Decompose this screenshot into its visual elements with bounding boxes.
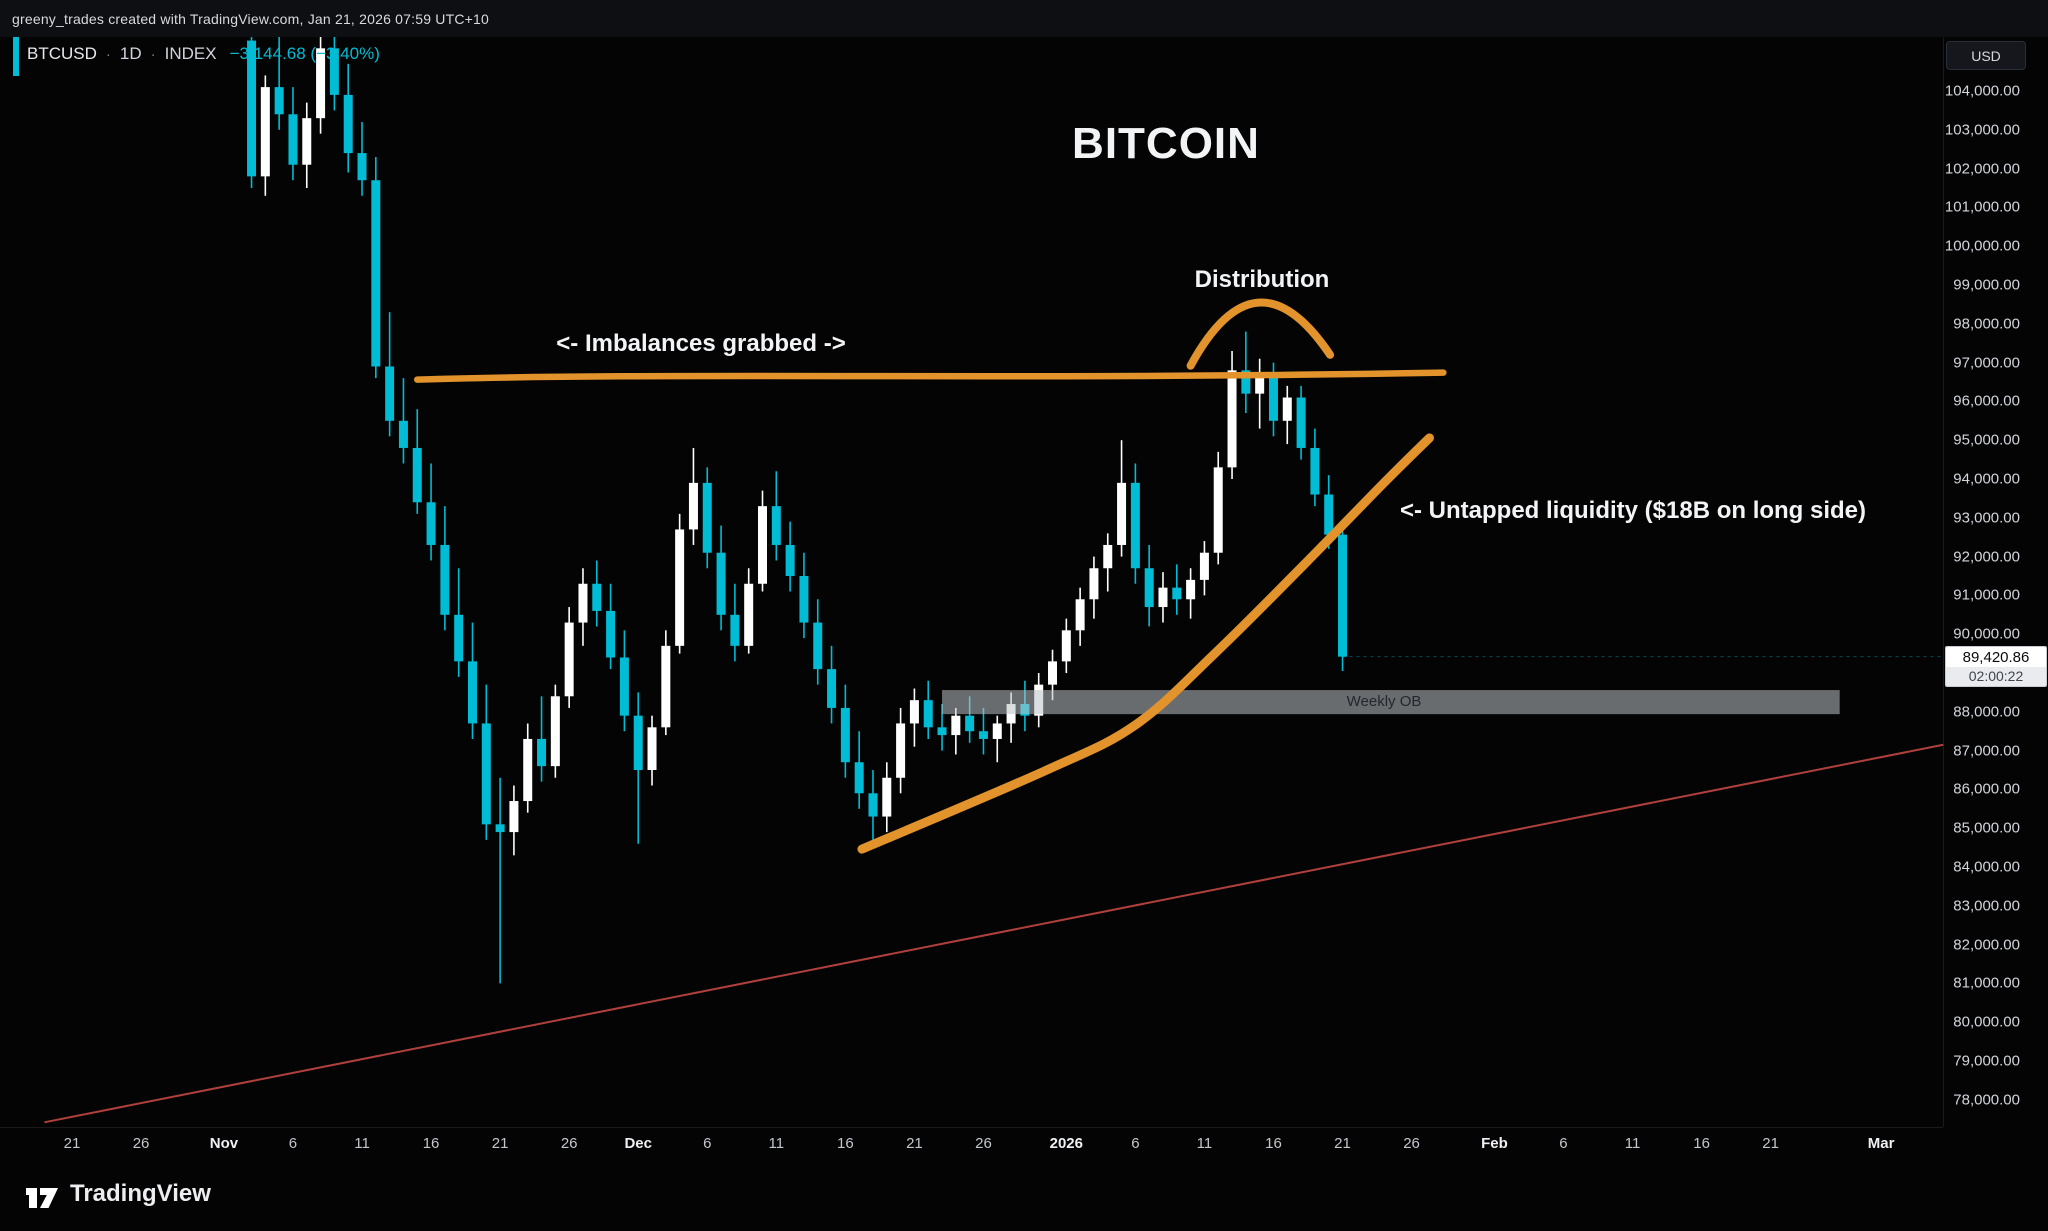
- time-tick-label: Dec: [624, 1135, 652, 1152]
- price-tick-label: 94,000.00: [1953, 470, 2020, 488]
- price-tick-label: 101,000.00: [1944, 198, 2020, 216]
- time-tick-label: 6: [1559, 1135, 1568, 1152]
- time-tick-label: 16: [422, 1135, 440, 1152]
- distribution-annotation[interactable]: Distribution: [1194, 266, 1330, 293]
- time-tick-label: 11: [1196, 1135, 1213, 1152]
- price-tick-label: 78,000.00: [1953, 1091, 2020, 1109]
- bitcoin-title-annotation[interactable]: BITCOIN: [1072, 119, 1260, 168]
- price-tick-label: 91,000.00: [1953, 586, 2020, 604]
- time-tick-label: 16: [837, 1135, 854, 1152]
- time-tick-label: 26: [1403, 1135, 1420, 1152]
- price-change-label: −3,144.68 (−3.40%): [229, 44, 380, 63]
- weekly-ob-band[interactable]: [942, 690, 1840, 715]
- time-tick-label: 11: [1624, 1135, 1641, 1152]
- price-tick-label: 85,000.00: [1953, 819, 2020, 837]
- time-tick-label: 21: [63, 1135, 81, 1152]
- liquidity-trendline-drawing[interactable]: [857, 433, 1435, 854]
- price-tick-label: 103,000.00: [1944, 121, 2020, 139]
- time-tick-label: 11: [354, 1135, 370, 1152]
- price-tick-label: 87,000.00: [1953, 742, 2020, 760]
- time-tick-label: 16: [1265, 1135, 1282, 1152]
- time-tick-label: 6: [1131, 1135, 1140, 1152]
- price-tick-label: 97,000.00: [1953, 354, 2020, 372]
- tradingview-logo-text: TradingView: [70, 1180, 211, 1207]
- imbalances-line-drawing[interactable]: [414, 369, 1447, 383]
- price-tick-label: 88,000.00: [1953, 703, 2020, 721]
- time-tick-label: 26: [132, 1135, 150, 1152]
- price-tick-label: 80,000.00: [1953, 1013, 2020, 1031]
- time-tick-label: 21: [491, 1135, 509, 1152]
- red-trendline-drawing[interactable]: [44, 743, 1944, 1124]
- legend-separator: ·: [150, 46, 156, 63]
- price-tick-label: 98,000.00: [1953, 315, 2020, 333]
- last-price-tag: 89,420.86 02:00:22: [1945, 646, 2047, 687]
- price-tick-label: 96,000.00: [1953, 392, 2020, 410]
- tradingview-logo[interactable]: TradingView: [24, 1180, 211, 1208]
- time-tick-label: 21: [1762, 1135, 1779, 1152]
- price-tick-label: 90,000.00: [1953, 625, 2020, 643]
- price-tick-label: 102,000.00: [1944, 160, 2020, 178]
- price-tick-label: 99,000.00: [1953, 276, 2020, 294]
- time-tick-label: Mar: [1867, 1135, 1895, 1152]
- tradingview-logo-icon: [26, 1187, 58, 1208]
- topbar: greeny_trades created with TradingView.c…: [0, 0, 2048, 37]
- time-tick-label: 21: [906, 1135, 923, 1152]
- time-tick-label: 21: [1334, 1135, 1351, 1152]
- price-tick-label: 84,000.00: [1953, 858, 2020, 876]
- price-axis[interactable]: 104,000.00 103,000.00 102,000.00 101,000.00…: [1943, 37, 2048, 1127]
- time-tick-label: 6: [703, 1135, 712, 1152]
- timeframe-label[interactable]: 1D: [119, 44, 142, 63]
- bar-close-countdown: 02:00:22: [1946, 667, 2046, 686]
- time-tick-label: 16: [1693, 1135, 1710, 1152]
- untapped-liquidity-annotation[interactable]: <- Untapped liquidity ($18B on long side…: [1400, 497, 1867, 524]
- time-tick-label: Nov: [209, 1135, 239, 1152]
- price-tick-label: 93,000.00: [1953, 509, 2020, 527]
- last-price-value: 89,420.86: [1946, 647, 2046, 667]
- price-tick-label: 81,000.00: [1953, 974, 2020, 992]
- time-tick-label: 2026: [1049, 1135, 1083, 1152]
- data-source-label: INDEX: [164, 44, 217, 63]
- price-tick-label: 100,000.00: [1944, 237, 2020, 255]
- distribution-arc-drawing[interactable]: [1186, 298, 1335, 370]
- chart-legend: BTCUSD · 1D · INDEX −3,144.68 (−3.40%): [27, 44, 380, 64]
- price-tick-label: 95,000.00: [1953, 431, 2020, 449]
- time-axis[interactable]: 21 26 Nov 6 11 16 21 26 Dec 6 11 16 21 26 2026 6 11 16 21 2…: [0, 1127, 1943, 1173]
- imbalances-annotation[interactable]: <- Imbalances grabbed ->: [556, 330, 846, 357]
- time-tick-label: Feb: [1481, 1135, 1508, 1152]
- time-tick-label: 11: [768, 1135, 785, 1152]
- price-tick-label: 86,000.00: [1953, 780, 2020, 798]
- price-tick-label: 83,000.00: [1953, 897, 2020, 915]
- price-tick-label: 82,000.00: [1953, 936, 2020, 954]
- weekly-ob-annotation[interactable]: Weekly OB: [1346, 693, 1422, 710]
- currency-usd-button[interactable]: USD: [1946, 41, 2026, 70]
- attribution-text: greeny_trades created with TradingView.c…: [12, 10, 489, 27]
- price-tick-label: 92,000.00: [1953, 548, 2020, 566]
- price-tick-label: 79,000.00: [1953, 1052, 2020, 1070]
- time-tick-label: 26: [560, 1135, 578, 1152]
- price-tick-label: 104,000.00: [1944, 82, 2020, 100]
- time-tick-label: 6: [288, 1135, 298, 1152]
- time-tick-label: 26: [975, 1135, 992, 1152]
- legend-separator: ·: [105, 46, 111, 63]
- series-color-strip: [13, 37, 19, 76]
- symbol-name[interactable]: BTCUSD: [27, 44, 97, 63]
